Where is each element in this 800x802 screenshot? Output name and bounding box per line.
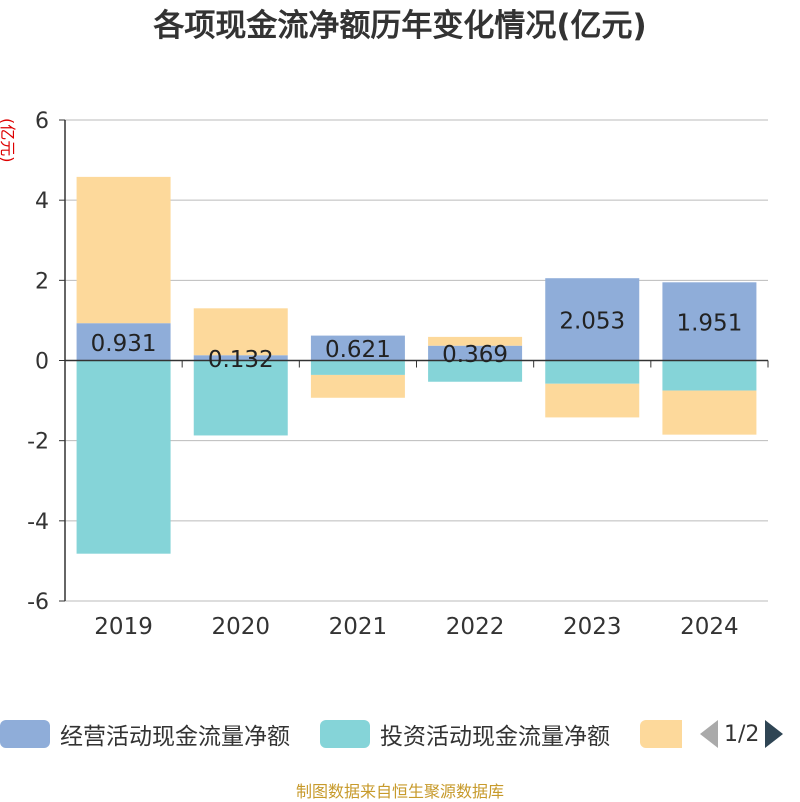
legend-label-investing: 投资活动现金流量净额 [380,724,610,750]
y-axis-label: (亿元) [0,118,17,163]
chart-title: 各项现金流净额历年变化情况(亿元) [153,8,647,44]
legend-item-investing[interactable]: 投资活动现金流量净额 [320,716,610,752]
x-tick-label: 2022 [446,614,505,640]
bar-financing-2023 [545,383,640,418]
bar-operating-2022 [428,345,523,361]
x-tick-label: 2021 [329,614,388,640]
bar-operating-2019 [76,323,171,361]
x-tick-label: 2023 [563,614,622,640]
legend-swatch-investing [320,720,370,748]
legend-page-indicator: 1/2 [724,721,760,747]
next-page-icon[interactable] [765,720,784,748]
bar-financing-2019 [76,176,171,324]
y-tick-label: 6 [35,109,49,134]
data-label-operating: 0.621 [325,337,391,363]
bar-investing-2020 [193,360,288,436]
legend-item-financing[interactable] [640,716,692,752]
data-label-operating: 0.931 [91,331,157,357]
x-tick-label: 2020 [211,614,270,640]
data-label-operating: 1.951 [676,310,742,336]
bar-operating-2023 [545,278,640,361]
data-label-operating: 0.132 [208,347,274,373]
bar-chart: 6 4 2 0 -2 -4 -6 2019 2020 2021 2022 2023 2024 (亿元) 0… [0,109,769,640]
x-tick-label: 2024 [680,614,739,640]
bar-financing-2024 [662,390,757,435]
data-label-operating: 0.369 [442,342,508,368]
y-tick-label: 0 [35,350,49,375]
legend: 经营活动现金流量净额 投资活动现金流量净额 [0,716,800,752]
y-tick-label: 2 [35,269,49,294]
bar-financing-2021 [310,374,405,398]
prev-page-icon[interactable] [700,720,718,748]
y-tick-label: -4 [27,510,49,535]
legend-swatch-operating [0,720,50,748]
bar-investing-2023 [545,360,640,384]
legend-swatch-financing [640,720,682,748]
bar-investing-2024 [662,360,757,391]
x-tick-label: 2019 [94,614,153,640]
y-tick-label: 4 [35,189,49,214]
data-label-operating: 2.053 [559,308,625,334]
bar-investing-2022 [428,360,523,382]
bar-financing-2020 [193,308,288,356]
data-source-footer: 制图数据来自恒生聚源数据库 [295,782,504,801]
y-tick-label: -6 [27,590,49,615]
bar-investing-2019 [76,360,171,554]
y-tick-label: -2 [27,430,49,455]
bar-operating-2021 [310,335,405,361]
bar-investing-2021 [310,360,405,375]
legend-label-operating: 经营活动现金流量净额 [60,724,290,750]
bar-operating-2024 [662,282,757,361]
legend-pager: 1/2 [700,716,800,752]
bar-financing-2022 [428,336,523,346]
legend-item-operating[interactable]: 经营活动现金流量净额 [0,716,290,752]
bar-operating-2020 [193,355,288,361]
